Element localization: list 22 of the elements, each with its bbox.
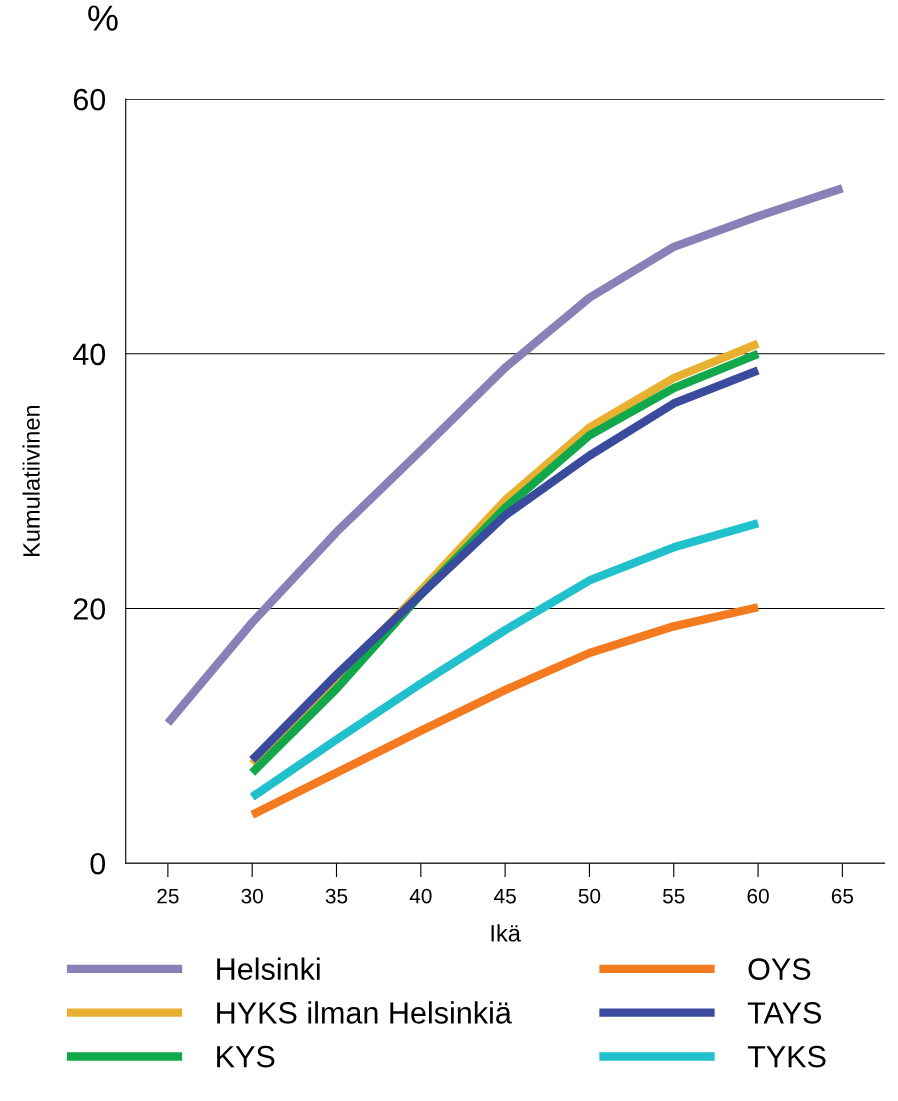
x-tick-label: 25 [157, 888, 179, 904]
y-tick-label: 20 [73, 598, 106, 620]
x-tick-label: 60 [747, 888, 769, 904]
legend-label: KYS [217, 1045, 275, 1068]
legend-label: TAYS [747, 1002, 822, 1024]
y-tick-label: 40 [72, 343, 106, 366]
x-tick-label: 30 [241, 888, 263, 904]
y-tick-label: 0 [90, 852, 106, 875]
y-axis-title: Kumulatiivinen [22, 405, 40, 556]
y-tick-label: 60 [73, 88, 106, 111]
x-tick-label: 45 [494, 888, 516, 904]
legend-label: HYKS ilman Helsinkiä [217, 1001, 512, 1024]
x-tick-label: 50 [578, 888, 601, 904]
legend-label: OYS [748, 958, 811, 980]
legend-label: TYKS [747, 1045, 826, 1068]
x-tick-label: 40 [409, 888, 432, 904]
x-tick-label: 35 [325, 888, 348, 904]
text: % [88, 5, 118, 31]
x-tick-label: 65 [831, 888, 854, 904]
x-axis-title: Ikä [491, 924, 521, 942]
x-tick-label: 55 [663, 888, 685, 904]
legend-label: Helsinki [217, 957, 320, 980]
